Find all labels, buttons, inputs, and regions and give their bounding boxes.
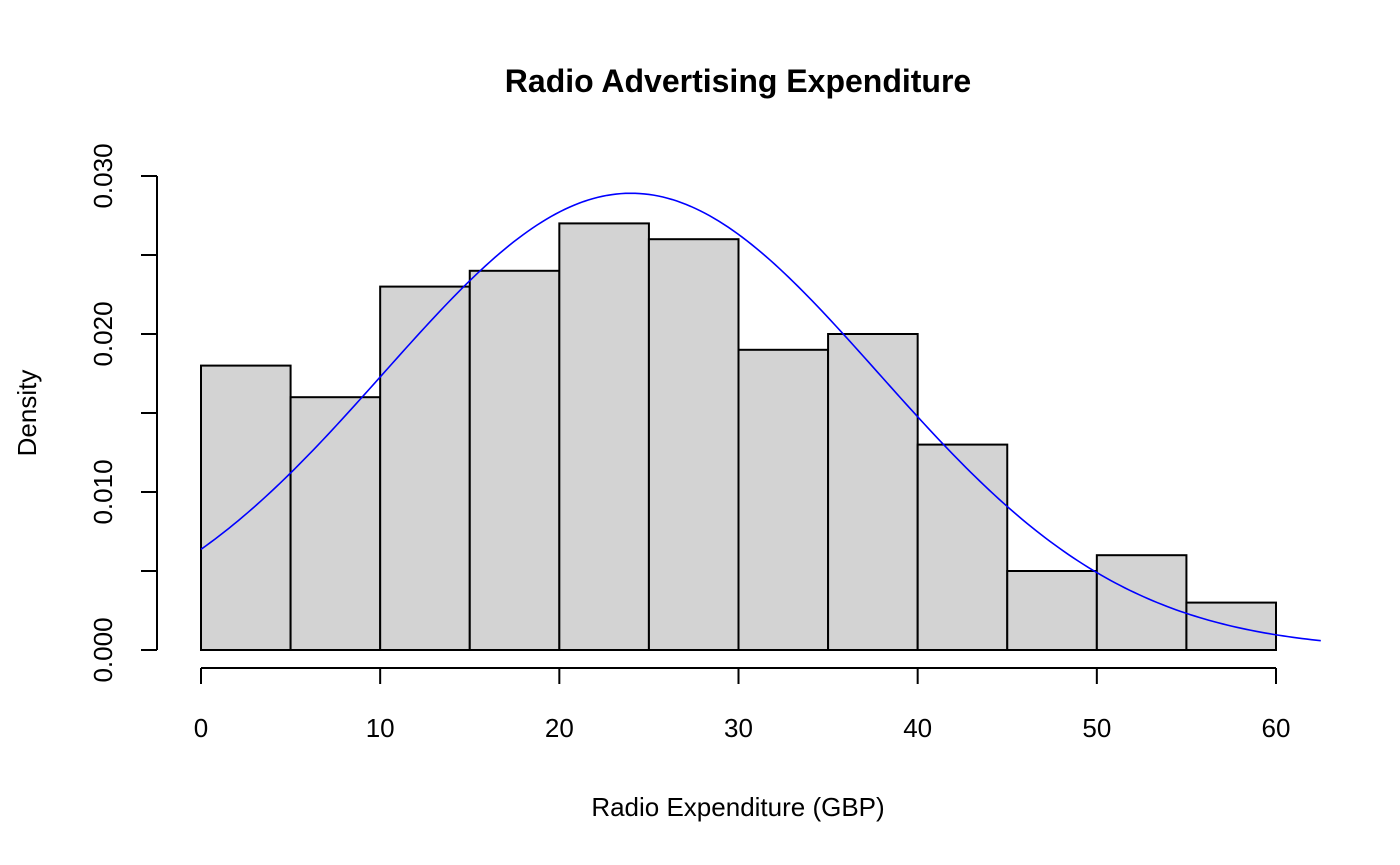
y-axis-label: Density [12, 370, 42, 457]
chart-title: Radio Advertising Expenditure [505, 63, 971, 99]
histogram-bar [1095, 554, 1188, 652]
histogram-bar [379, 285, 471, 651]
y-axis: 0.000 0.010 0.020 0.030 [88, 143, 158, 683]
histogram-bar [827, 333, 919, 651]
histogram-bar [1006, 570, 1098, 651]
x-axis-label: Radio Expenditure (GBP) [591, 792, 884, 822]
y-tick-label: 0.010 [88, 459, 118, 524]
histogram-bar [647, 238, 740, 651]
x-tick-label: 40 [903, 713, 932, 743]
histogram-bar [558, 222, 650, 651]
bars-group [200, 222, 1277, 652]
x-tick-label: 30 [724, 713, 753, 743]
y-tick-label: 0.000 [88, 617, 118, 682]
x-tick-label: 20 [545, 713, 574, 743]
y-tick-label: 0.020 [88, 301, 118, 366]
x-tick-label: 0 [194, 713, 208, 743]
histogram-bar [200, 364, 292, 651]
histogram-bar [468, 269, 561, 651]
histogram-bar [289, 396, 382, 652]
x-tick-label: 50 [1082, 713, 1111, 743]
y-tick-label: 0.030 [88, 143, 118, 208]
x-tick-label: 60 [1262, 713, 1291, 743]
x-tick-label: 10 [366, 713, 395, 743]
x-axis: 0 10 20 30 40 50 60 [194, 667, 1291, 743]
histogram-bar [916, 443, 1009, 651]
density-curve [200, 192, 1321, 642]
histogram-bar [737, 348, 830, 651]
